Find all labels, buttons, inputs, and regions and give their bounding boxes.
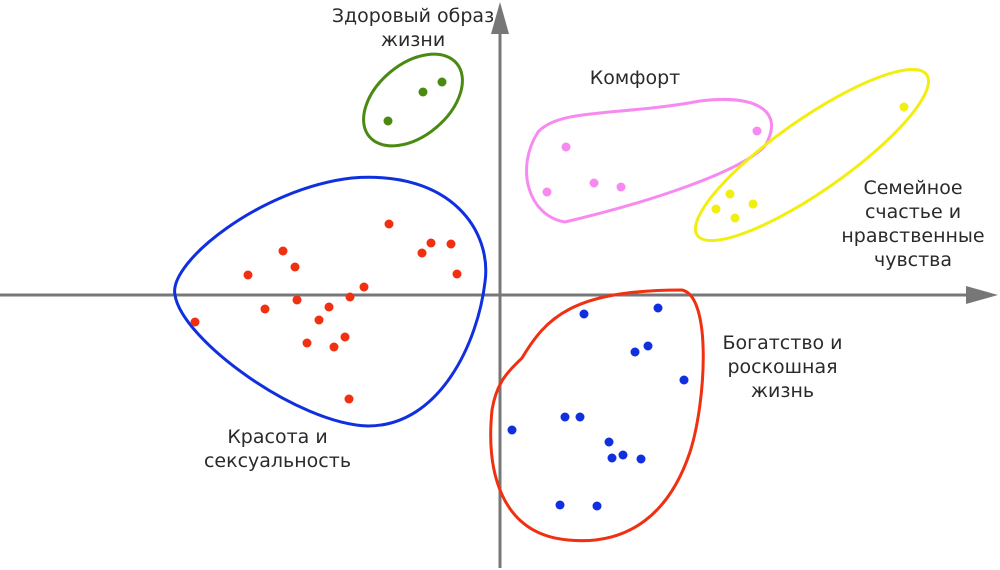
cluster-outline — [489, 288, 705, 543]
point — [384, 219, 394, 229]
point — [324, 302, 334, 312]
point — [730, 213, 740, 223]
point — [579, 309, 589, 319]
point — [383, 116, 393, 126]
point — [560, 412, 570, 422]
cluster-outline — [693, 67, 931, 243]
point — [575, 412, 585, 422]
cluster-label: Здоровый образ жизни — [331, 5, 495, 51]
point — [711, 204, 721, 214]
point — [437, 77, 447, 87]
point — [630, 347, 640, 357]
point — [340, 332, 350, 342]
point — [899, 102, 909, 112]
cluster-label: Богатство и роскошная жизнь — [722, 332, 843, 402]
point — [653, 303, 663, 313]
point — [302, 338, 312, 348]
point — [190, 317, 200, 327]
point — [589, 178, 599, 188]
cluster-label: Семейное счастье и нравственные чувства — [841, 177, 985, 271]
point — [418, 87, 428, 97]
point — [507, 425, 517, 435]
point — [592, 501, 602, 511]
point — [329, 342, 339, 352]
point — [292, 295, 302, 305]
cluster-outline — [525, 98, 773, 224]
cluster-outline — [173, 175, 488, 428]
point — [417, 248, 427, 258]
point — [260, 304, 270, 314]
point — [561, 142, 571, 152]
x-arrow — [966, 286, 998, 304]
point — [752, 126, 762, 136]
point — [345, 292, 355, 302]
point — [643, 341, 653, 351]
point — [555, 500, 565, 510]
point — [604, 437, 614, 447]
point — [616, 182, 626, 192]
point — [452, 269, 462, 279]
point — [290, 262, 300, 272]
point — [243, 270, 253, 280]
point — [618, 450, 628, 460]
point — [426, 238, 436, 248]
cluster-label: Красота и сексуальность — [203, 426, 352, 472]
cluster-outline — [362, 52, 464, 148]
point — [359, 282, 369, 292]
point — [344, 394, 354, 404]
point — [748, 199, 758, 209]
y-arrow — [491, 2, 509, 34]
point — [542, 187, 552, 197]
point — [446, 239, 456, 249]
point — [314, 315, 324, 325]
point — [278, 246, 288, 256]
point — [636, 454, 646, 464]
point — [725, 189, 735, 199]
cluster-label: Комфорт — [589, 67, 681, 89]
point — [607, 453, 617, 463]
point — [679, 375, 689, 385]
